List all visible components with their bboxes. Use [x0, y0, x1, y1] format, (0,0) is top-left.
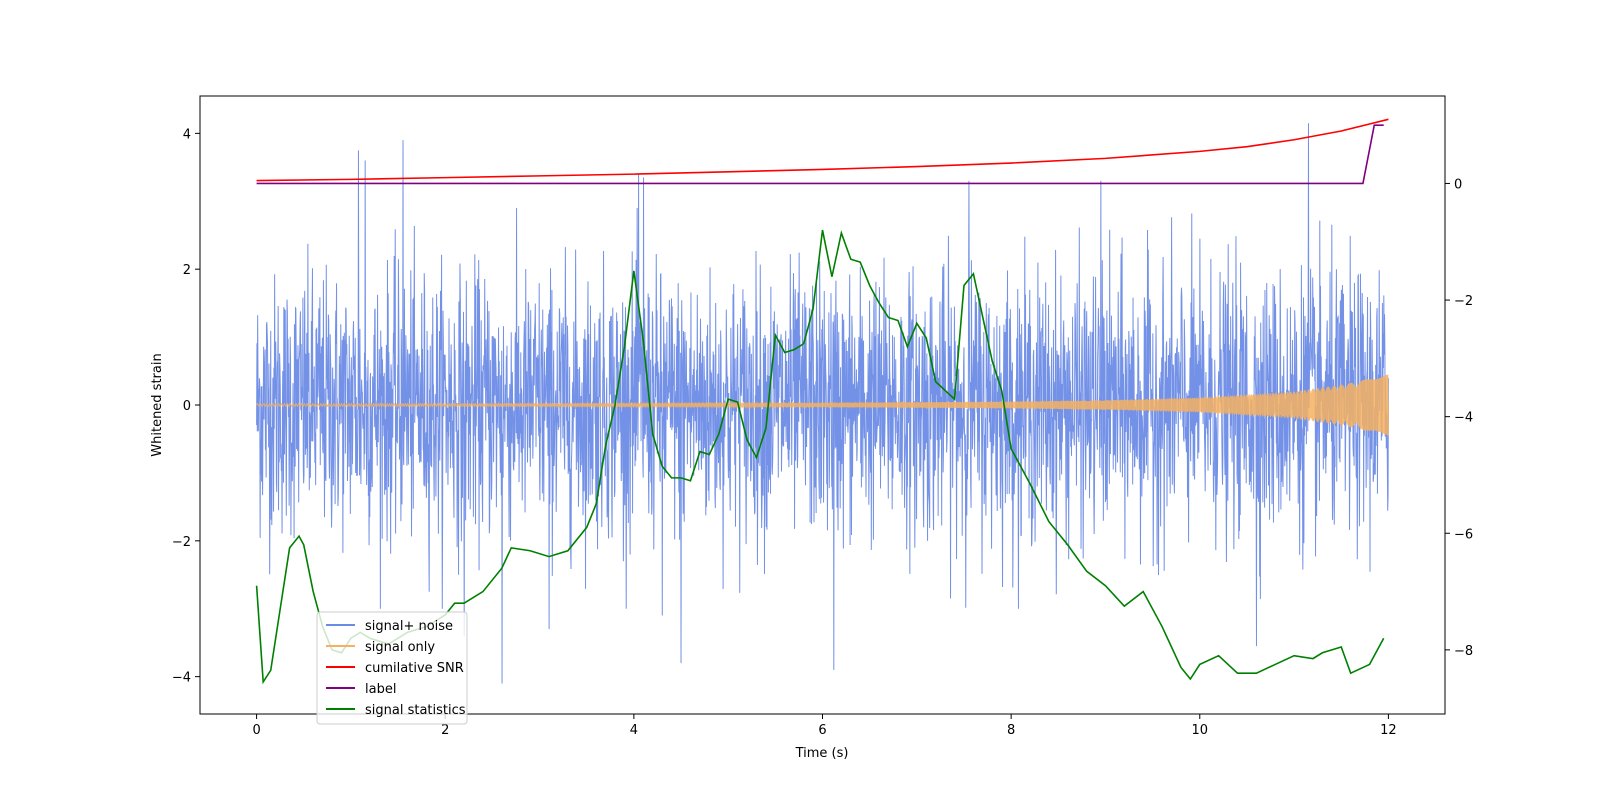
series-signal-only-line — [256, 374, 1389, 436]
legend: signal+ noise signal only cumilative SNR la… — [316, 611, 468, 725]
y2-tick-label: 0 — [1454, 177, 1462, 192]
x-tick-label: 4 — [630, 723, 638, 738]
y-axis-label: Whitened strain — [150, 353, 165, 456]
x-tick-label: 2 — [441, 723, 449, 738]
y2-tick-label: −2 — [1454, 294, 1473, 309]
x-tick-label: 12 — [1380, 723, 1397, 738]
x-tick-label: 6 — [818, 723, 826, 738]
y-tick-label: 2 — [183, 263, 191, 278]
series-layer — [255, 118, 1389, 685]
y2-tick-label: −6 — [1454, 527, 1473, 542]
y2-tick-label: −8 — [1454, 644, 1473, 659]
x-axis-label: Time (s) — [795, 746, 849, 761]
legend-entry: signal statistics — [365, 703, 466, 718]
y-tick-label: 0 — [183, 399, 191, 414]
legend-entry: label — [365, 682, 396, 697]
legend-entry: signal+ noise — [365, 619, 453, 634]
legend-box — [316, 611, 468, 725]
y-tick-label: 4 — [183, 127, 191, 142]
x-tick-label: 0 — [252, 723, 260, 738]
x-tick-label: 8 — [1007, 723, 1015, 738]
y-tick-label: −2 — [172, 535, 191, 550]
y2-tick-label: −4 — [1454, 411, 1473, 426]
legend-entry: cumilative SNR — [365, 661, 464, 676]
x-tick-label: 10 — [1191, 723, 1208, 738]
series-signal-noise-line — [256, 123, 1389, 684]
y-tick-label: −4 — [172, 671, 191, 686]
axes-layer: 0 2 4 6 8 10 12 −4 −2 0 2 4 −8 −6 −4 −2 0 — [172, 127, 1473, 738]
legend-entry: signal only — [365, 640, 435, 655]
series-label-line — [256, 124, 1384, 185]
series-cumulative-snr-line — [256, 118, 1389, 182]
